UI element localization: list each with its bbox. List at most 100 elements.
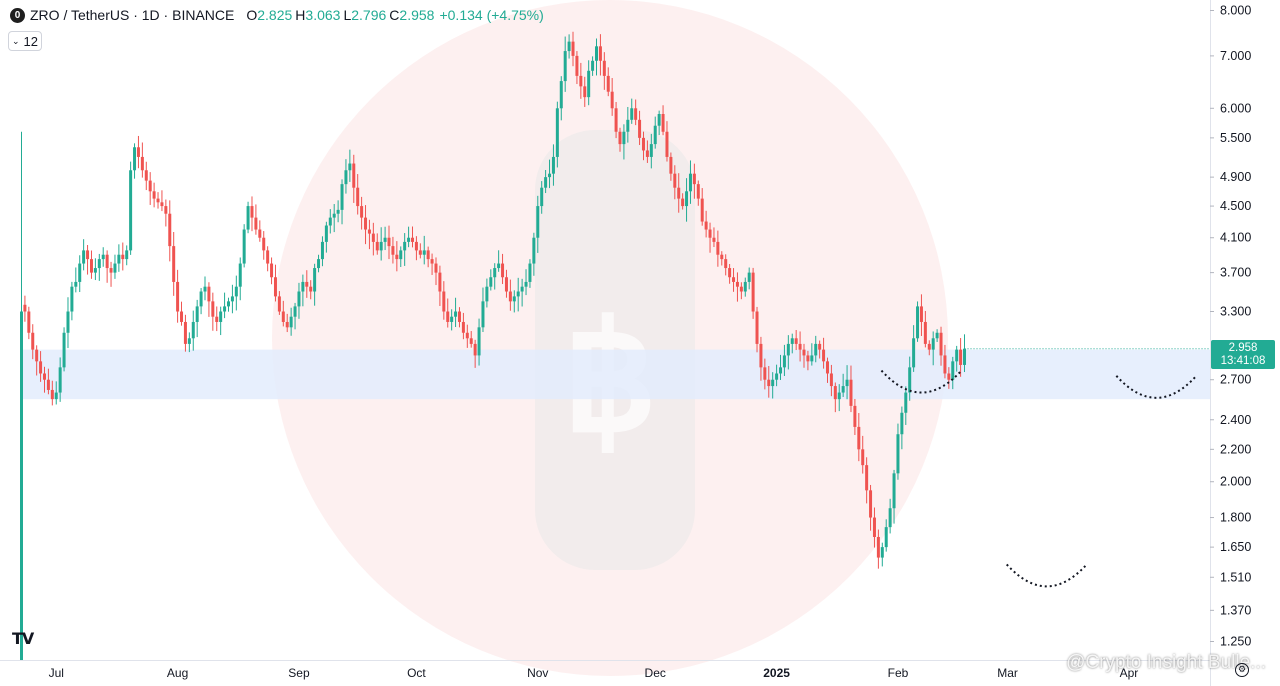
time-tick-label: Dec [645,666,666,680]
candle-body [493,268,497,278]
candle-body [242,229,246,264]
candle-body [606,75,610,92]
candle-body [720,254,724,260]
candle-body [767,379,771,387]
indicator-toggle-button[interactable]: ⌄ 12 [8,31,42,51]
chevron-down-icon: ⌄ [11,35,20,46]
candle-body [849,379,853,406]
candle-body [822,349,826,362]
candle-body [246,206,250,230]
candle-body [407,237,411,242]
candle-body [661,114,665,132]
candle-body [677,187,681,199]
candle-body [876,536,880,558]
candle-body [681,198,685,207]
author-watermark: @Crypto Insight Bulle... [1066,652,1266,673]
candle-body [782,355,786,368]
candle-body [516,291,520,297]
candle-body [857,426,861,450]
candle-body [708,229,712,238]
candle-body [904,392,908,413]
candle-body [892,473,896,509]
candle-body [152,191,156,199]
time-tick-label: Feb [888,666,909,680]
candle-body [31,332,35,350]
candle-body [548,173,552,178]
candle-body [387,237,391,247]
candle-body [630,108,634,120]
candle-body [743,281,747,292]
candle-body [622,131,626,145]
open-value: 2.825 [257,7,293,23]
candle-body [532,237,536,264]
candle-body [501,263,505,278]
price-tick-label: 2.200 [1220,442,1251,456]
candle-body [391,246,395,255]
candle-countdown: 13:41:08 [1220,355,1266,367]
candle-body [853,405,857,427]
candle-body [626,119,630,132]
chart-header: 0 ZRO / TetherUS · 1D · BINANCE O 2.825 H… [10,7,544,23]
candle-body [465,332,469,339]
time-tick-label: Sep [288,666,310,680]
candle-body [818,343,822,350]
time-tick-label: 2025 [763,666,790,680]
candle-body [735,281,739,287]
zro-logo-icon: 0 [10,7,25,23]
candle-body [724,259,728,269]
candle-body [82,250,86,264]
candle-body [481,301,485,328]
candle-body [285,321,289,328]
candle-body [27,311,31,333]
candle-body [418,250,422,255]
candle-body [544,177,548,188]
time-tick-label: Aug [167,666,188,680]
candle-body [156,198,160,203]
candle-body [673,173,677,188]
axes-layer: 8.000 7.000 6.000 5.500 4.900 4.500 4.100 3.700… [0,0,1251,686]
candle-body [54,392,58,400]
candle-body [939,332,943,356]
candle-body [779,367,783,374]
candle-body [144,170,148,181]
current-price-tag: 2.958 13:41:08 [1211,340,1275,369]
candle-body [688,173,692,192]
candle-body [880,547,884,558]
candle-body [211,301,215,317]
time-tick-label: Apr [1120,666,1139,680]
candle-body [669,156,673,174]
candles-layer[interactable] [20,31,967,660]
candle-body [508,291,512,302]
candle-body [403,241,407,251]
candle-body [336,209,340,214]
candle-body [371,233,375,242]
symbol-title[interactable]: ZRO / TetherUS · 1D · BINANCE [30,7,235,23]
price-tick-label: 1.370 [1220,603,1251,617]
price-tick-label: 4.100 [1220,231,1251,245]
candle-body [78,263,82,282]
open-label: O [246,7,258,23]
candle-body [109,268,113,273]
low-value: 2.796 [351,7,387,23]
candle-body [215,316,219,322]
candle-body [763,367,767,380]
settings-icon[interactable]: ⚙ [1235,663,1249,677]
candle-body [551,156,555,174]
candle-body [50,389,54,400]
candle-body [794,338,798,344]
candle-body [262,237,266,251]
tradingview-logo[interactable]: TV [12,629,34,648]
candle-body [301,281,305,292]
close-value: 2.958 [399,7,435,23]
candle-body [861,449,865,466]
candle-body [645,150,649,157]
candle-body [959,349,963,365]
price-tick-label: 8.000 [1220,4,1251,18]
price-tick-label: 6.000 [1220,101,1251,115]
candle-body [309,286,313,292]
candle-body [422,250,426,255]
candle-body [602,60,606,76]
candle-body [947,373,951,380]
candle-body [888,508,892,528]
